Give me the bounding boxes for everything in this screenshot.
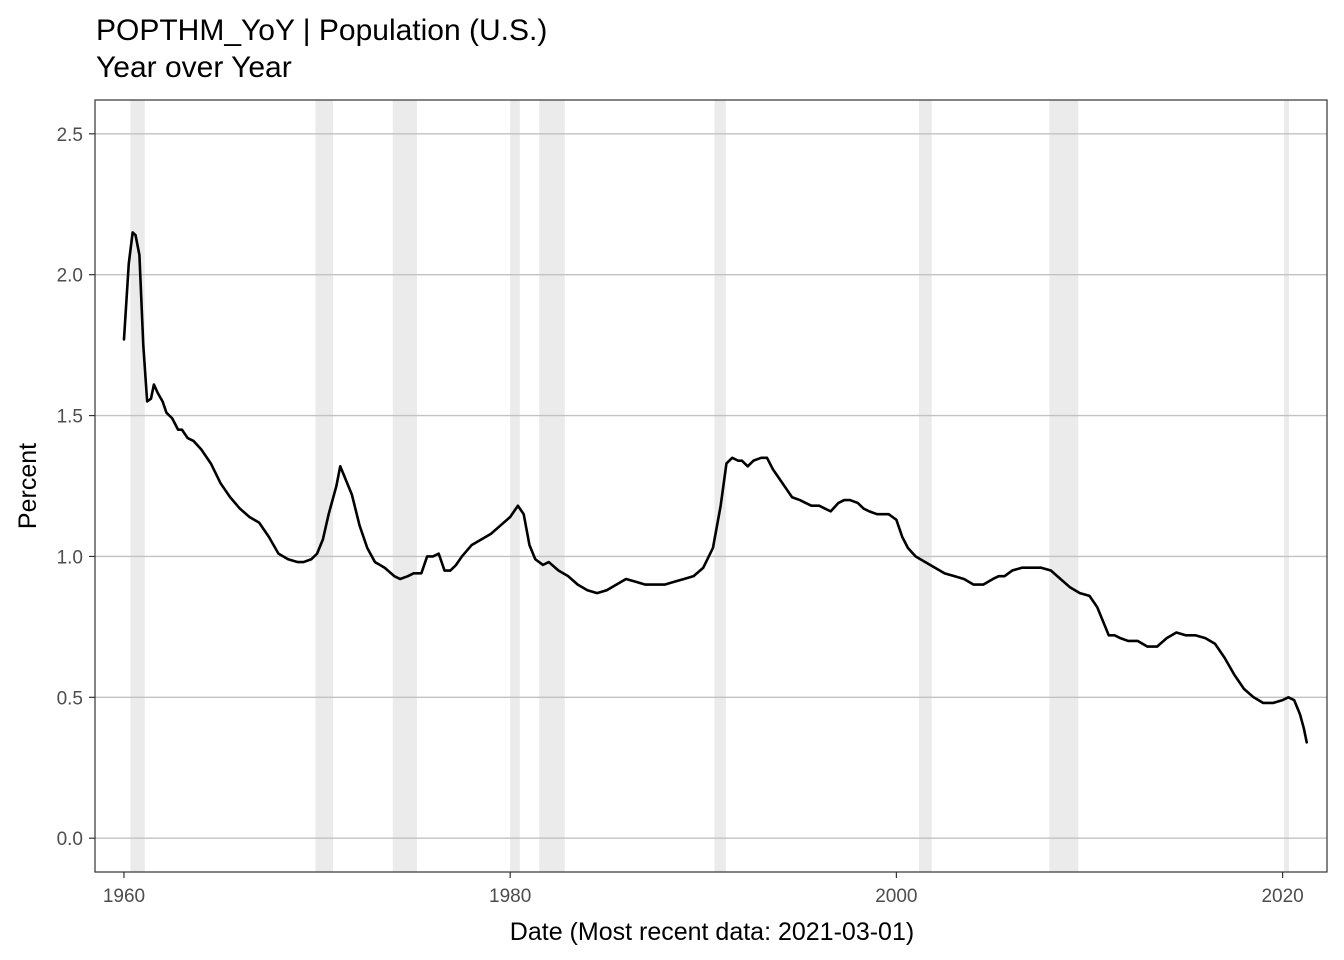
recession-band <box>714 100 726 872</box>
recession-band <box>315 100 334 872</box>
recession-bands <box>130 100 1289 872</box>
recession-band <box>130 100 145 872</box>
x-axis-title: Date (Most recent data: 2021-03-01) <box>510 918 914 946</box>
chart-subtitle: Year over Year <box>96 51 292 84</box>
x-tick-label: 1980 <box>489 886 531 907</box>
series-line <box>122 231 1309 744</box>
axes: 0.0 0.5 1.0 1.5 2.0 2.5 1960 1980 2000 2020 <box>57 99 1328 907</box>
recession-band <box>392 100 417 872</box>
chart-title: POPTHM_YoY | Population (U.S.) <box>96 14 548 47</box>
series-lines <box>122 231 1309 744</box>
recession-band <box>539 100 565 872</box>
y-tick-label: 1.0 <box>57 547 83 568</box>
panel-background <box>95 100 1327 872</box>
recession-band <box>918 100 932 872</box>
panel-border <box>94 99 1328 873</box>
plot-panel <box>95 100 1327 872</box>
recession-band <box>510 100 520 872</box>
recession-band <box>1049 100 1079 872</box>
y-tick-label: 2.5 <box>57 125 83 146</box>
y-tick-label: 0.5 <box>57 688 83 709</box>
grid-lines <box>95 133 1327 839</box>
y-tick-label: 0.0 <box>57 829 83 850</box>
y-tick-label: 2.0 <box>57 266 83 287</box>
y-tick-label: 1.5 <box>57 407 83 428</box>
x-tick-label: 2020 <box>1261 886 1303 907</box>
x-tick-label: 1960 <box>103 886 145 907</box>
x-tick-label: 2000 <box>875 886 917 907</box>
y-axis-title: Percent <box>14 443 42 529</box>
recession-band <box>1284 100 1289 872</box>
